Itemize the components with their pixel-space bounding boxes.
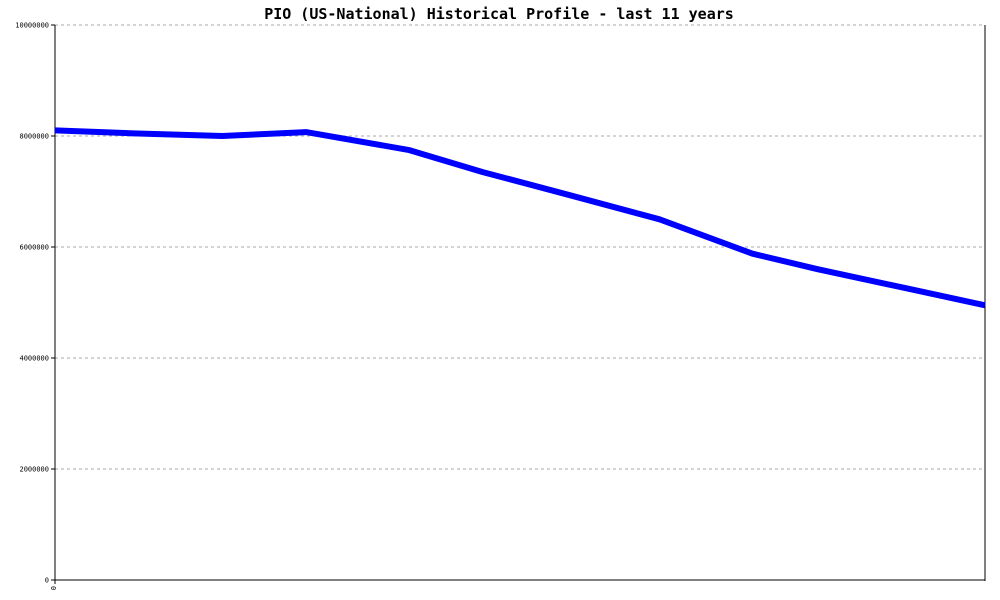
tick-layer: 0 2000000 4000000 6000000 8000000 10000000 0 [15, 22, 58, 591]
x-tick-label-0: 0 [50, 586, 58, 590]
y-tick-label-4: 8000000 [19, 133, 49, 141]
y-tick-label-1: 2000000 [19, 466, 49, 474]
y-tick-label-2: 4000000 [19, 355, 49, 363]
axis-layer [52, 25, 986, 581]
series-layer [54, 127, 986, 309]
y-tick-label-3: 6000000 [19, 244, 49, 252]
chart-title: PIO (US-National) Historical Profile - l… [264, 5, 734, 23]
y-tick-label-0: 0 [45, 577, 49, 585]
y-tick-label-5: 10000000 [15, 22, 49, 30]
grid-layer [55, 24, 985, 470]
series-line-0 [54, 127, 986, 309]
